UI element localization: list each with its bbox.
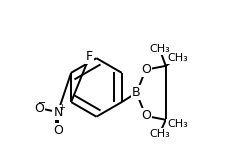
Text: B: B — [132, 86, 141, 99]
Text: O: O — [141, 63, 151, 76]
Text: +: + — [58, 103, 65, 112]
Text: CH₃: CH₃ — [149, 129, 170, 139]
Text: CH₃: CH₃ — [167, 53, 188, 63]
Text: −: − — [38, 98, 46, 108]
Text: O: O — [141, 109, 151, 123]
Text: O: O — [34, 102, 44, 115]
Text: N: N — [53, 106, 63, 119]
Text: CH₃: CH₃ — [149, 44, 170, 54]
Text: F: F — [86, 50, 93, 63]
Text: CH₃: CH₃ — [167, 119, 188, 129]
Text: O: O — [53, 124, 63, 137]
